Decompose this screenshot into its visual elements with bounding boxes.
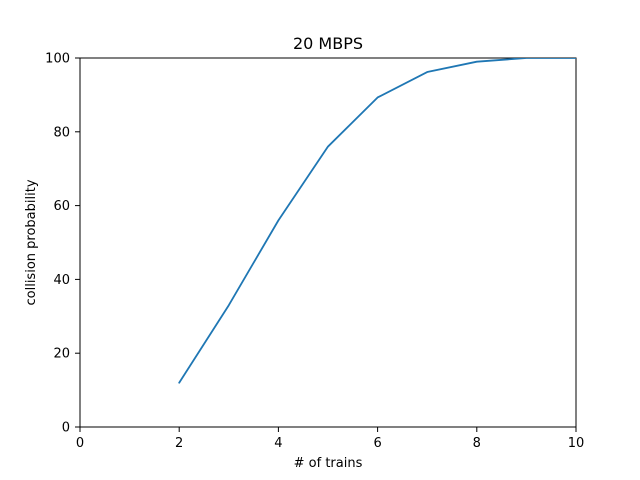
x-tick-label: 8 [473,436,481,451]
y-tick-label: 80 [53,125,70,140]
y-tick-label: 100 [45,52,70,67]
y-tick-label: 40 [53,273,70,288]
x-axis-ticks: 0 2 4 6 8 10 [76,427,584,451]
y-tick-label: 0 [62,421,70,436]
y-tick-label: 60 [53,199,70,214]
x-tick-label: 0 [76,436,84,451]
series-line [178,58,576,384]
x-tick-label: 6 [373,436,381,451]
y-tick-label: 20 [53,347,70,362]
plot-frame [79,57,577,428]
series-layer [178,58,576,384]
x-axis-label: # of trains [294,456,363,471]
chart-title: 20 MBPS [293,34,363,53]
plot-area [79,57,577,428]
y-axis-label: collision probability [24,179,39,305]
y-axis-ticks: 0 20 40 60 80 100 [45,52,80,436]
x-tick-label: 4 [274,436,282,451]
x-tick-label: 10 [568,436,585,451]
x-tick-label: 2 [175,436,183,451]
